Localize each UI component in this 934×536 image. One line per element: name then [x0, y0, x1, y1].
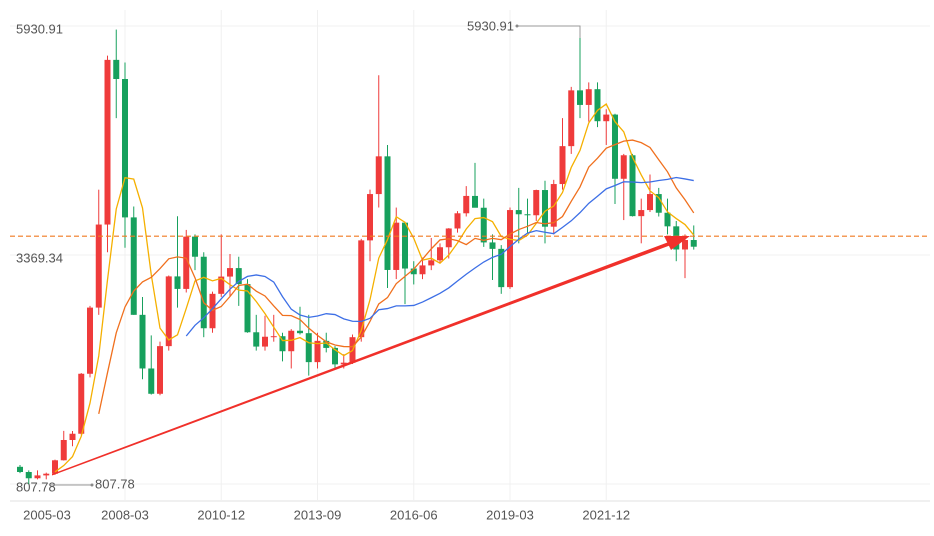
candle-body: [227, 268, 233, 277]
candle-body: [358, 240, 365, 338]
trend-line: [52, 238, 679, 476]
candle-body: [17, 466, 23, 473]
candle-body: [585, 89, 592, 105]
y-tick-label: 5930.91: [16, 21, 63, 36]
x-tick-label: 2016-06: [390, 507, 438, 522]
candle-body: [498, 248, 505, 288]
x-tick-label: 2013-09: [294, 507, 342, 522]
candle-body: [472, 195, 478, 208]
candle-body: [165, 276, 172, 347]
candle-body: [218, 276, 225, 294]
min-pointer-dot: [90, 483, 94, 487]
max-label: 5930.91: [467, 18, 514, 33]
x-tick-label: 2005-03: [23, 507, 71, 522]
candle-body: [384, 156, 391, 270]
max-pointer: [517, 25, 581, 38]
candle-body: [410, 268, 417, 275]
candle-body: [367, 194, 373, 241]
candle-body: [655, 194, 662, 213]
candle-body: [515, 210, 522, 215]
candle-body: [437, 247, 443, 261]
candle-body: [577, 90, 583, 105]
candle-body: [542, 190, 548, 227]
candle-body: [568, 90, 575, 147]
candle-body: [113, 59, 120, 80]
candle-body: [340, 362, 347, 365]
candle-body: [682, 240, 688, 250]
candle-body: [60, 439, 67, 461]
candle-body: [25, 472, 32, 479]
candle-body: [664, 212, 671, 227]
x-tick-label: 2010-12: [197, 507, 245, 522]
candle-body: [603, 114, 610, 122]
candle-body: [157, 346, 163, 394]
candle-body: [78, 373, 85, 434]
candle-body: [323, 340, 330, 348]
candle-body: [288, 330, 295, 352]
candle-body: [533, 190, 540, 216]
candle-body: [183, 236, 190, 289]
candle-body: [489, 242, 496, 249]
candle-body: [559, 146, 566, 185]
min-label: 807.78: [95, 476, 135, 491]
y-tick-label: 807.78: [16, 479, 56, 494]
max-pointer-dot: [515, 24, 519, 28]
candle-body: [463, 195, 470, 214]
trend-arrowhead: [664, 236, 690, 250]
candle-body: [122, 79, 128, 218]
candle-body: [52, 460, 58, 474]
moving-average-line: [98, 139, 695, 415]
x-tick-label: 2021-12: [582, 507, 630, 522]
x-tick-label: 2008-03: [101, 507, 149, 522]
candle-body: [95, 224, 102, 308]
candle-body: [43, 473, 50, 476]
candle-body: [638, 210, 645, 217]
candle-body: [200, 256, 207, 329]
y-tick-label: 3369.34: [16, 250, 63, 265]
candle-body: [393, 222, 400, 270]
candle-body: [244, 284, 251, 333]
candle-body: [270, 336, 277, 338]
candle-body: [297, 330, 303, 334]
candle-body: [524, 214, 531, 216]
candle-body: [445, 228, 452, 248]
candle-body: [130, 217, 137, 315]
candle-body: [647, 194, 653, 211]
candle-body: [454, 213, 461, 229]
candle-body: [192, 236, 198, 257]
candle-body: [104, 59, 111, 225]
candle-body: [34, 475, 41, 479]
candle-body: [419, 265, 426, 275]
candle-body: [87, 307, 93, 374]
candle-body: [279, 336, 286, 352]
candle-body: [612, 114, 618, 179]
candle-body: [594, 89, 601, 122]
moving-average-line: [54, 103, 695, 473]
candle-body: [375, 156, 382, 195]
candle-body: [253, 332, 260, 347]
candle-body: [235, 268, 242, 285]
candle-body: [690, 240, 697, 247]
moving-average-line: [185, 176, 694, 337]
candle-body: [402, 222, 408, 269]
candle-body: [332, 347, 338, 365]
candle-body: [305, 333, 312, 363]
plot: 5930.91 3369.34 807.78 2005-03 2008-03 2010-1…: [10, 10, 930, 522]
candle-body: [174, 276, 181, 289]
candle-body: [507, 210, 513, 288]
candle-body: [148, 368, 155, 394]
candle-body: [428, 260, 435, 266]
candle-body: [139, 314, 146, 369]
candle-body: [620, 155, 627, 179]
candle-body: [629, 155, 636, 217]
candle-body: [69, 433, 76, 440]
candle-body: [480, 207, 487, 243]
x-tick-label: 2019-03: [486, 507, 534, 522]
candle-body: [262, 336, 268, 347]
candle-body: [314, 340, 321, 363]
